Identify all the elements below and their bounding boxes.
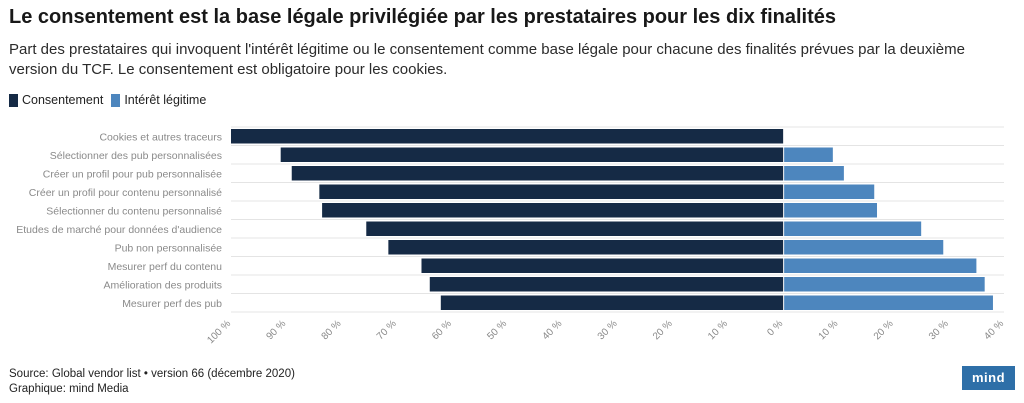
- bar-consentement: [440, 295, 784, 310]
- bar-consentement: [319, 184, 784, 199]
- category-label: Créer un profil pour contenu personnalis…: [29, 187, 222, 199]
- category-label: Pub non personnalisée: [115, 242, 223, 254]
- category-label: Amélioration des produits: [104, 279, 222, 291]
- legend: Consentement Intérêt légitime: [9, 93, 214, 107]
- bar-chart: Cookies et autres traceurs Sélectionner d…: [16, 126, 1006, 346]
- bar-consentement: [280, 147, 784, 162]
- bar-consentement: [231, 129, 784, 144]
- x-tick-label: 50 %: [485, 318, 509, 342]
- bar-interet-legitime: [784, 221, 922, 236]
- legend-item-consentement: Consentement: [9, 93, 103, 107]
- bar-consentement: [388, 240, 784, 255]
- category-label: Cookies et autres traceurs: [99, 131, 222, 143]
- x-tick-label: 30 %: [927, 318, 951, 342]
- legend-swatch-consentement: [9, 93, 18, 107]
- bar-interet-legitime: [784, 203, 878, 218]
- x-tick-label: 20 %: [872, 318, 896, 342]
- x-tick-label: 70 %: [375, 318, 399, 342]
- x-tick-label: 30 %: [596, 318, 620, 342]
- footer: Source: Global vendor list • version 66 …: [9, 367, 295, 397]
- x-tick-label: 60 %: [430, 318, 454, 342]
- x-tick-label: 90 %: [264, 318, 288, 342]
- chart-title: Le consentement est la base légale privi…: [9, 6, 837, 28]
- category-label: Créer un profil pour pub personnalisée: [43, 168, 222, 180]
- x-tick-label: 10 %: [817, 318, 841, 342]
- bar-interet-legitime: [784, 184, 875, 199]
- bar-consentement: [322, 203, 784, 218]
- category-label: Etudes de marché pour données d'audience: [16, 224, 222, 236]
- legend-label-interet-legitime: Intérêt légitime: [124, 93, 207, 107]
- category-label: Sélectionner des pub personnalisées: [50, 150, 222, 162]
- legend-label-consentement: Consentement: [22, 93, 104, 107]
- bar-interet-legitime: [784, 295, 993, 310]
- category-label: Mesurer perf du contenu: [108, 261, 223, 273]
- bar-consentement: [291, 166, 784, 181]
- x-tick-label: 20 %: [651, 318, 675, 342]
- source-note: Source: Global vendor list • version 66 …: [9, 368, 295, 380]
- bar-consentement: [421, 258, 784, 273]
- bar-interet-legitime: [784, 166, 844, 181]
- bar-interet-legitime: [784, 147, 833, 162]
- category-label: Sélectionner du contenu personnalisé: [46, 205, 222, 217]
- x-tick-label: 40 %: [982, 318, 1006, 342]
- credit-note: Graphique: mind Media: [9, 383, 129, 395]
- bar-interet-legitime: [784, 258, 977, 273]
- chart-subtitle: Part des prestataires qui invoquent l'in…: [9, 41, 965, 78]
- bar-consentement: [366, 221, 784, 236]
- bar-interet-legitime: [784, 240, 944, 255]
- mind-logo: mind: [962, 366, 1015, 390]
- x-tick-label: 100 %: [205, 318, 233, 346]
- legend-swatch-interet-legitime: [111, 93, 121, 107]
- x-tick-label: 40 %: [541, 318, 565, 342]
- x-tick-label: 80 %: [320, 318, 344, 342]
- bar-consentement: [429, 277, 784, 292]
- x-tick-label: 10 %: [706, 318, 730, 342]
- category-label: Mesurer perf des pub: [122, 298, 222, 310]
- x-tick-label: 0 %: [765, 318, 785, 338]
- legend-item-interet-legitime: Intérêt légitime: [111, 93, 206, 107]
- bar-interet-legitime: [784, 277, 985, 292]
